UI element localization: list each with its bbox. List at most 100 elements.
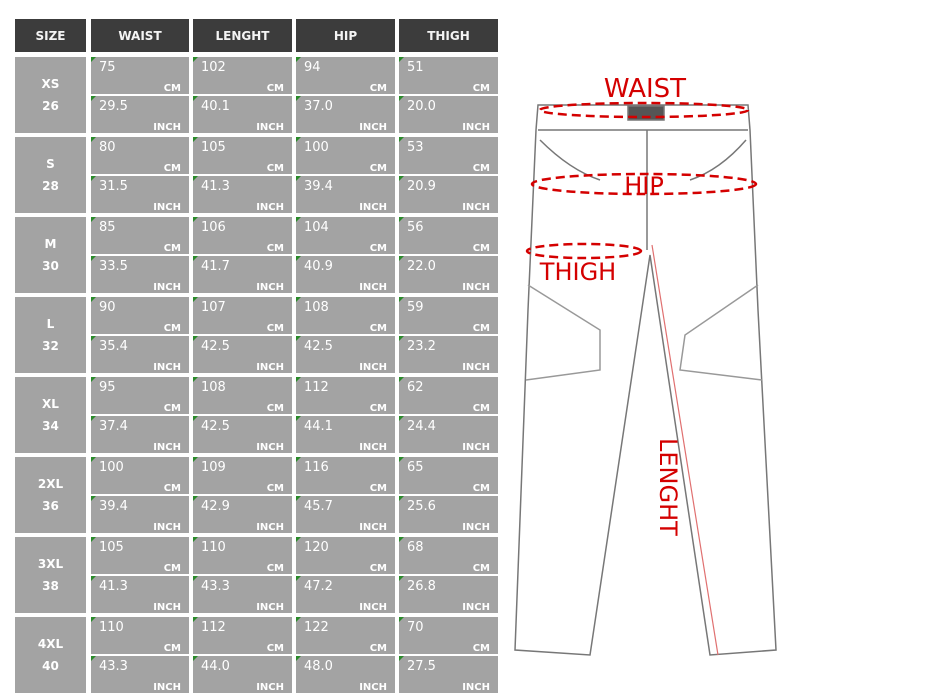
cm-cell: 100 CM [296,137,395,174]
size-cell: M 30 [15,217,86,293]
cm-unit: CM [369,563,387,574]
inch-unit: INCH [153,522,181,533]
inch-unit: INCH [359,362,387,373]
cm-value: 53 [407,140,424,155]
inch-cell: 48.0 INCH [296,656,395,693]
cm-value: 85 [99,220,116,235]
inch-cell: 20.0 INCH [399,96,498,133]
inch-value: 42.5 [304,339,333,354]
inch-cell: 24.4 INCH [399,416,498,453]
inch-cell: 37.0 INCH [296,96,395,133]
cm-cell: 100 CM [91,457,189,494]
inch-cell: 40.1 INCH [193,96,292,133]
thigh-label: THIGH [539,258,616,286]
cm-cell: 105 CM [193,137,292,174]
cm-unit: CM [163,563,181,574]
cm-cell: 102 CM [193,57,292,94]
size-number: 38 [42,579,59,593]
inch-cell: 33.5 INCH [91,256,189,293]
cm-unit: CM [266,403,284,414]
inch-unit: INCH [462,202,490,213]
size-cell: 4XL 40 [15,617,86,693]
inch-cell: 35.4 INCH [91,336,189,373]
inch-value: 42.5 [201,419,230,434]
header-2: LENGHT [193,19,292,52]
cm-value: 104 [304,220,329,235]
inch-unit: INCH [256,682,284,693]
inch-value: 42.5 [201,339,230,354]
cm-value: 110 [201,540,226,555]
cm-cell: 106 CM [193,217,292,254]
size-label: XL [42,397,59,411]
inch-value: 41.3 [201,179,230,194]
cm-unit: CM [266,563,284,574]
length-arrow [651,244,719,656]
cm-value: 70 [407,620,424,635]
size-number: 40 [42,659,59,673]
cm-unit: CM [472,323,490,334]
cm-value: 112 [304,380,329,395]
inch-value: 20.9 [407,179,436,194]
cm-unit: CM [163,323,181,334]
cm-value: 109 [201,460,226,475]
inch-value: 39.4 [99,499,128,514]
inch-value: 24.4 [407,419,436,434]
inch-value: 26.8 [407,579,436,594]
inch-unit: INCH [256,522,284,533]
cm-unit: CM [472,83,490,94]
inch-unit: INCH [462,602,490,613]
cm-cell: 53 CM [399,137,498,174]
inch-cell: 42.9 INCH [193,496,292,533]
inch-unit: INCH [256,362,284,373]
cm-unit: CM [266,483,284,494]
cm-cell: 94 CM [296,57,395,94]
inch-unit: INCH [462,122,490,133]
inch-cell: 22.0 INCH [399,256,498,293]
cm-cell: 107 CM [193,297,292,334]
header-0: SIZE [15,19,86,52]
inch-value: 22.0 [407,259,436,274]
cm-unit: CM [472,643,490,654]
inch-unit: INCH [359,682,387,693]
size-label: 4XL [37,637,64,651]
cm-cell: 110 CM [91,617,189,654]
pants-diagram: WAIST HIP THIGH LENGHT [514,74,777,656]
inch-unit: INCH [153,602,181,613]
cm-value: 90 [99,300,116,315]
inch-cell: 40.9 INCH [296,256,395,293]
inch-unit: INCH [462,442,490,453]
inch-cell: 44.1 INCH [296,416,395,453]
hip-measure [530,172,758,196]
inch-cell: 26.8 INCH [399,576,498,613]
inch-unit: INCH [153,442,181,453]
cm-cell: 90 CM [91,297,189,334]
inch-value: 33.5 [99,259,128,274]
waist-label: WAIST [604,74,686,104]
inch-value: 41.3 [99,579,128,594]
cm-unit: CM [369,643,387,654]
size-number: 26 [42,99,59,113]
inch-unit: INCH [462,362,490,373]
cm-unit: CM [369,83,387,94]
inch-cell: 43.3 INCH [91,656,189,693]
cm-unit: CM [472,243,490,254]
cm-cell: 68 CM [399,537,498,574]
size-cell: L 32 [15,297,86,373]
size-number: 36 [42,499,59,513]
cm-value: 75 [99,60,116,75]
inch-value: 42.9 [201,499,230,514]
cm-cell: 62 CM [399,377,498,414]
inch-value: 40.9 [304,259,333,274]
cm-cell: 104 CM [296,217,395,254]
inch-unit: INCH [462,682,490,693]
cm-cell: 122 CM [296,617,395,654]
cm-cell: 65 CM [399,457,498,494]
size-cell: XS 26 [15,57,86,133]
cm-unit: CM [369,403,387,414]
inch-value: 44.0 [201,659,230,674]
cm-value: 107 [201,300,226,315]
inch-unit: INCH [256,442,284,453]
inch-cell: 20.9 INCH [399,176,498,213]
inch-cell: 27.5 INCH [399,656,498,693]
cm-cell: 59 CM [399,297,498,334]
